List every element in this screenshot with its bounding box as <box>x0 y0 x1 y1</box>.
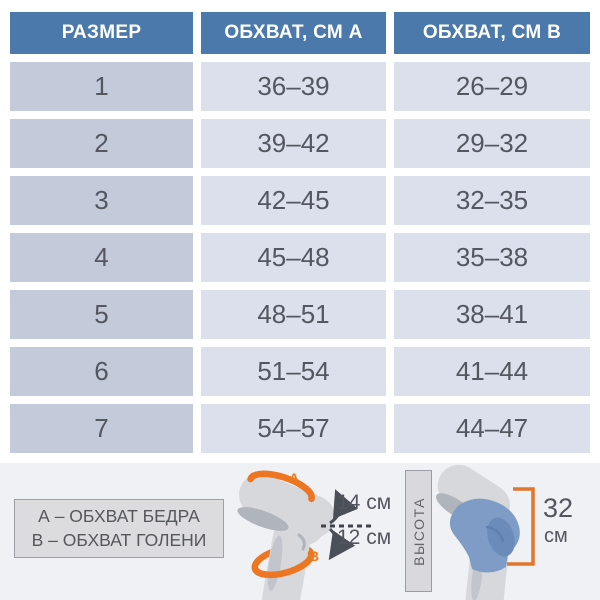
band-a-label: A <box>289 470 300 486</box>
size-cell: 1 <box>10 62 193 111</box>
above-knee-measure: 14 см <box>337 491 392 514</box>
size-table: РАЗМЕР ОБХВАТ, СМ А ОБХВАТ, СМ В 1 36–39… <box>10 12 590 453</box>
girth-b-cell: 35–38 <box>394 233 590 282</box>
size-cell: 4 <box>10 233 193 282</box>
girth-b-cell: 32–35 <box>394 176 590 225</box>
height-axis-box: ВЫСОТА <box>405 470 432 592</box>
size-cell: 6 <box>10 347 193 396</box>
girth-a-cell: 54–57 <box>201 404 386 453</box>
height-value: 32 <box>543 493 574 523</box>
size-cell: 5 <box>10 290 193 339</box>
height-axis-label: ВЫСОТА <box>410 496 427 566</box>
col-header-girth-b: ОБХВАТ, СМ В <box>394 12 590 54</box>
girth-a-cell: 48–51 <box>201 290 386 339</box>
arrow-up <box>329 489 358 525</box>
girth-b-cell: 29–32 <box>394 119 590 168</box>
legend-line-a: А – ОБХВАТ БЕДРА <box>38 505 200 526</box>
knee-shape <box>237 473 335 600</box>
girth-b-cell: 26–29 <box>394 62 590 111</box>
size-cell: 2 <box>10 119 193 168</box>
knee-girth-diagram <box>237 470 371 600</box>
girth-a-cell: 45–48 <box>201 233 386 282</box>
girth-a-cell: 42–45 <box>201 176 386 225</box>
girth-a-cell: 39–42 <box>201 119 386 168</box>
legend-panel: А – ОБХВАТ БЕДРА В – ОБХВАТ ГОЛЕНИ <box>0 463 600 600</box>
legend-box: А – ОБХВАТ БЕДРА В – ОБХВАТ ГОЛЕНИ <box>14 499 224 558</box>
girth-a-cell: 51–54 <box>201 347 386 396</box>
band-b-label: B <box>309 548 320 564</box>
girth-b-cell: 44–47 <box>394 404 590 453</box>
arrow-down <box>328 527 356 561</box>
height-unit: см <box>544 525 568 547</box>
size-cell: 3 <box>10 176 193 225</box>
girth-a-cell: 36–39 <box>201 62 386 111</box>
height-bracket <box>507 487 535 566</box>
knee-brace-height-diagram <box>436 465 535 600</box>
girth-b-cell: 38–41 <box>394 290 590 339</box>
col-header-size: РАЗМЕР <box>10 12 193 54</box>
girth-b-cell: 41–44 <box>394 347 590 396</box>
legend-line-b: В – ОБХВАТ ГОЛЕНИ <box>31 529 207 550</box>
col-header-girth-a: ОБХВАТ, СМ А <box>201 12 386 54</box>
below-knee-measure: 12 см <box>337 526 392 549</box>
size-cell: 7 <box>10 404 193 453</box>
